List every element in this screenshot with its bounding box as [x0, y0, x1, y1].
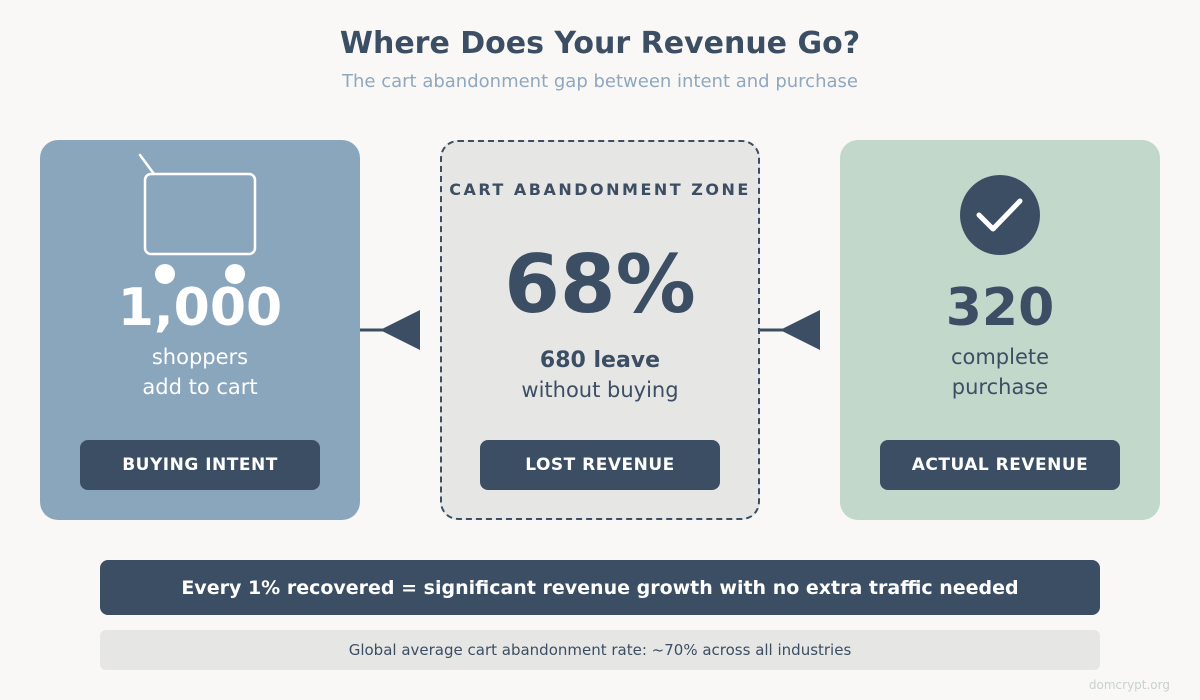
shopping-cart-icon: [138, 153, 257, 284]
watermark: domcrypt.org: [1088, 678, 1170, 692]
intent-desc-line1: shoppers: [151, 345, 249, 369]
page-title: Where Does Your Revenue Go?: [339, 26, 861, 61]
actual-revenue-badge: ACTUAL REVENUE: [880, 440, 1120, 490]
intent-value: 1,000: [117, 278, 283, 338]
actual-value: 320: [945, 278, 1055, 338]
actual-description: complete purchase: [840, 342, 1160, 402]
intent-desc-line2: add to cart: [142, 375, 258, 399]
recovery-banner: Every 1% recovered = significant revenue…: [100, 560, 1100, 615]
leave-count: 680 leave: [539, 348, 661, 373]
actual-revenue-card: 320 complete purchase ACTUAL REVENUE: [840, 140, 1160, 520]
arrow-left-icon: [360, 310, 420, 350]
cart-abandonment-card: CART ABANDONMENT ZONE 68% 680 leave with…: [440, 140, 760, 520]
page-subtitle: The cart abandonment gap between intent …: [342, 71, 858, 92]
arrow-left-icon: [760, 310, 820, 350]
abandonment-rate: 68%: [504, 238, 696, 331]
checkmark-icon: [960, 175, 1040, 255]
leave-text: without buying: [521, 378, 679, 402]
lost-revenue-badge: LOST REVENUE: [480, 440, 720, 490]
buying-intent-card: 1,000 shoppers add to cart BUYING INTENT: [40, 140, 360, 520]
zone-label: CART ABANDONMENT ZONE: [449, 180, 751, 199]
buying-intent-badge: BUYING INTENT: [80, 440, 320, 490]
intent-description: shoppers add to cart: [40, 342, 360, 402]
footnote-note: Global average cart abandonment rate: ~7…: [100, 630, 1100, 670]
actual-desc-line2: purchase: [951, 375, 1049, 399]
actual-desc-line1: complete: [950, 345, 1050, 369]
